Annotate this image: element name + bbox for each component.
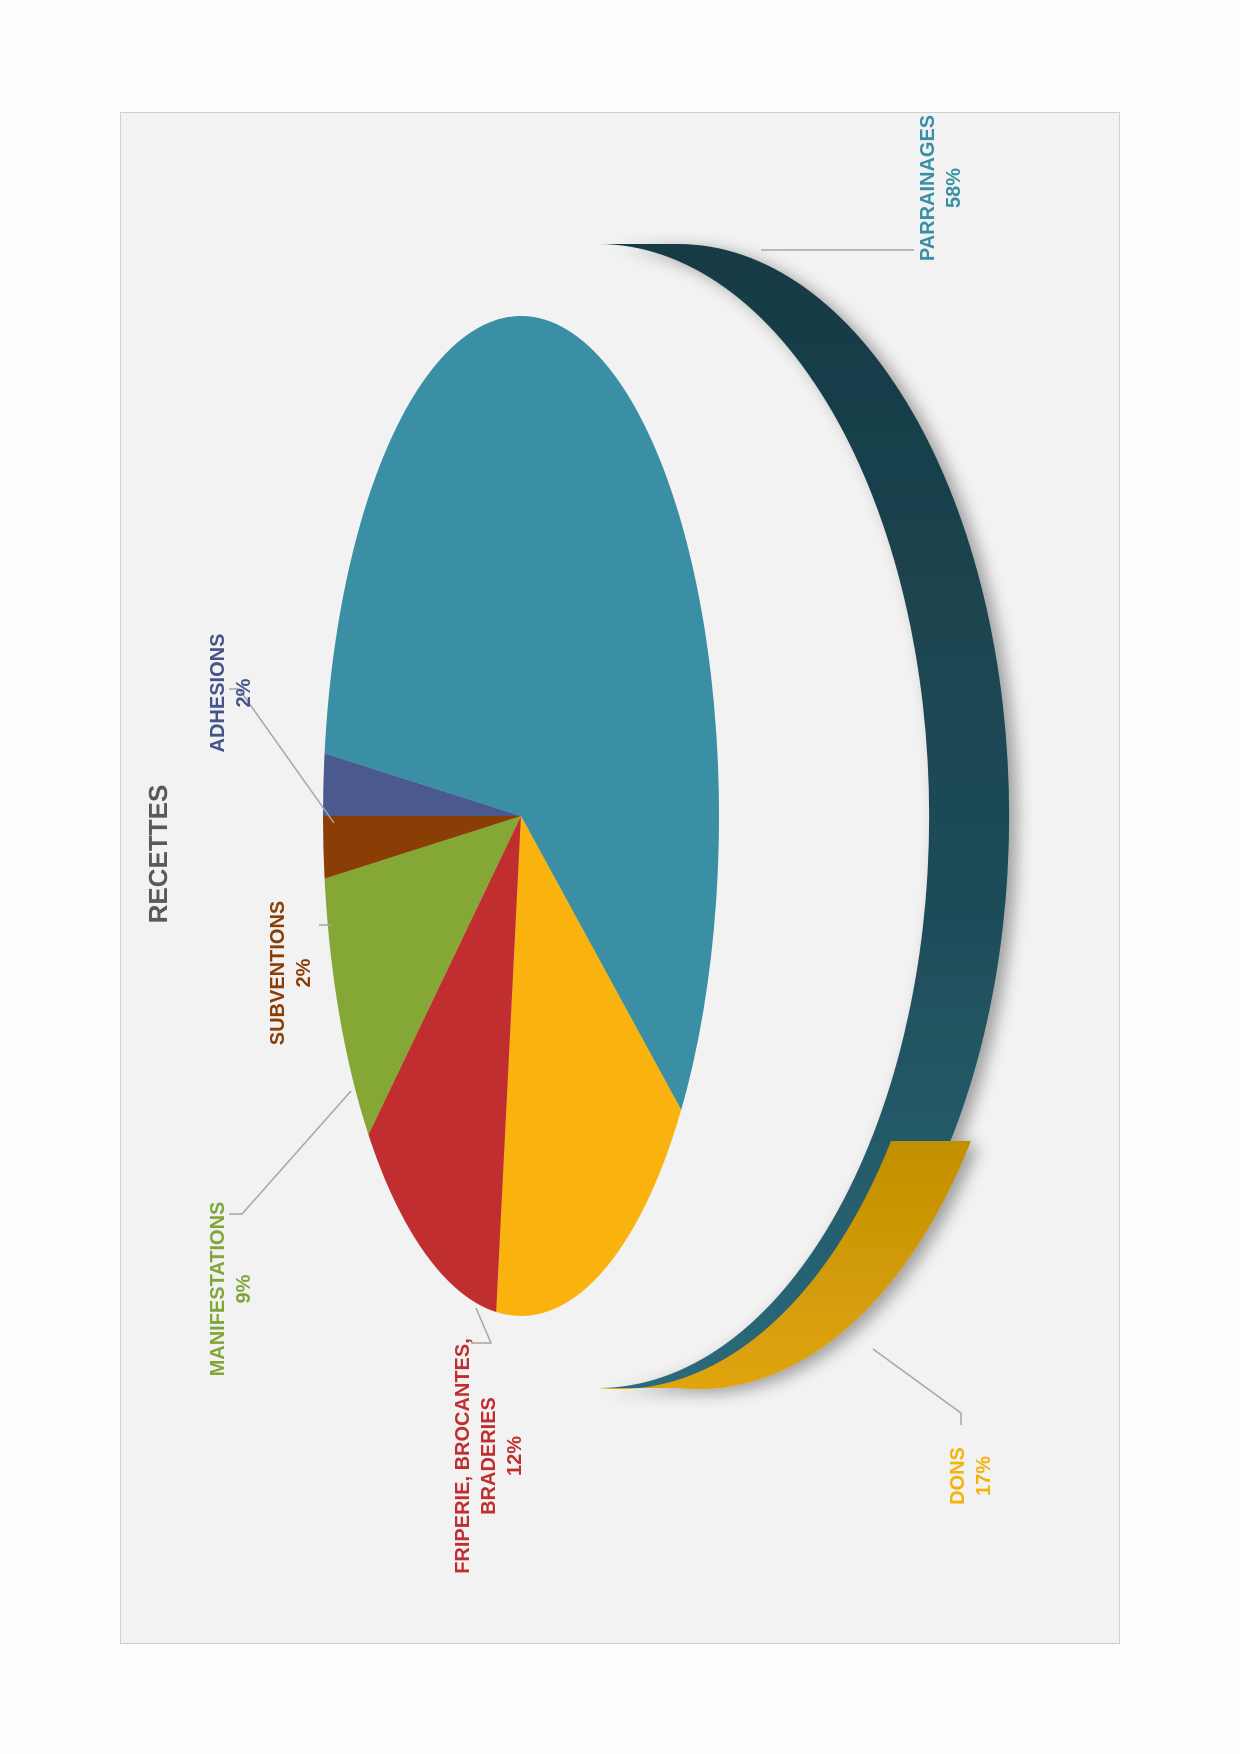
chart-title: RECETTES xyxy=(143,785,173,924)
pie-slice-subventions xyxy=(323,816,521,879)
pie-slice-dons xyxy=(496,816,682,1317)
leader-line-manifestations xyxy=(229,1090,352,1215)
pie-slice-adhesions xyxy=(323,753,521,816)
leader-line-adhesions xyxy=(229,688,335,824)
pie-chart: RECETTES ADHESIONS 2% SUBVENTIONS 2% MAN… xyxy=(143,115,1010,1574)
label-dons-name: DONS xyxy=(947,1447,969,1505)
pie-slices xyxy=(323,316,719,1317)
label-manifestations-pct: 9% xyxy=(233,1274,255,1303)
label-manifestations: MANIFESTATIONS 9% xyxy=(207,1202,255,1377)
label-manifestations-name: MANIFESTATIONS xyxy=(207,1202,229,1377)
label-parrainages-name: PARRAINAGES xyxy=(917,115,939,261)
label-parrainages: PARRAINAGES 58% xyxy=(917,115,965,261)
label-dons-pct: 17% xyxy=(973,1456,995,1496)
label-subventions-name: SUBVENTIONS xyxy=(267,901,289,1045)
chart-labels: RECETTES ADHESIONS 2% SUBVENTIONS 2% MAN… xyxy=(143,115,995,1574)
label-adhesions: ADHESIONS 2% xyxy=(207,634,255,753)
label-friperie-line2: BRADERIES xyxy=(478,1397,500,1515)
label-adhesions-pct: 2% xyxy=(233,678,255,707)
label-parrainages-pct: 58% xyxy=(943,168,965,208)
pie-slice-friperie xyxy=(368,816,521,1313)
pie-slice-manifestations xyxy=(324,816,521,1135)
label-subventions-pct: 2% xyxy=(293,958,315,987)
pie-side xyxy=(598,244,1010,1390)
label-subventions: SUBVENTIONS 2% xyxy=(267,901,315,1045)
label-friperie: FRIPERIE, BROCANTES, BRADERIES 12% xyxy=(452,1338,526,1574)
label-adhesions-name: ADHESIONS xyxy=(207,634,229,753)
label-dons: DONS 17% xyxy=(947,1447,995,1505)
pie-slice-parrainages xyxy=(324,316,719,1110)
label-friperie-line1: FRIPERIE, BROCANTES, xyxy=(452,1338,474,1574)
label-friperie-pct: 12% xyxy=(504,1436,526,1476)
chart-frame: RECETTES ADHESIONS 2% SUBVENTIONS 2% MAN… xyxy=(120,112,1120,1644)
leader-line-friperie xyxy=(471,1307,493,1344)
leader-lines xyxy=(229,249,962,1425)
leader-line-dons xyxy=(872,1348,962,1425)
side-parrainages xyxy=(598,244,1010,1388)
side-dons xyxy=(598,1141,971,1390)
